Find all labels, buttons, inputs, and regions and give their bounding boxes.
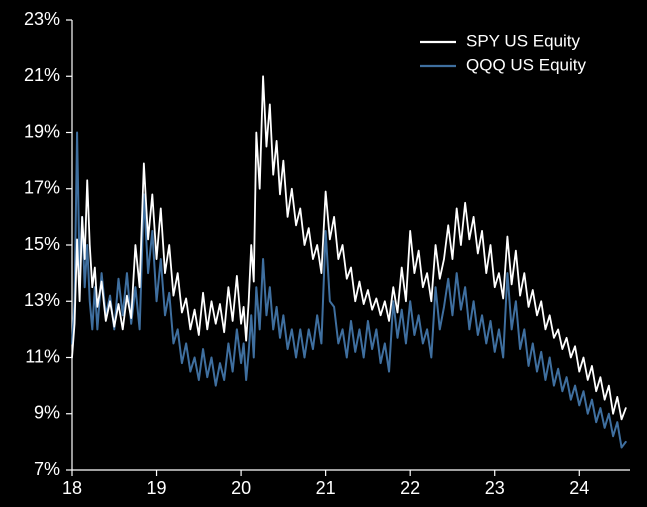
y-tick-label: 9% (34, 403, 60, 423)
y-tick-label: 13% (24, 290, 60, 310)
x-tick-label: 20 (231, 478, 251, 498)
x-tick-label: 19 (147, 478, 167, 498)
x-tick-label: 23 (485, 478, 505, 498)
y-tick-label: 11% (25, 346, 60, 366)
chart-svg: 7% 9% 11% 13% 15% 17% 19% 21% 23% 18 19 20 21 22 23 24 S… (0, 0, 647, 507)
legend-label: SPY US Equity (466, 31, 581, 50)
x-tick-label: 22 (400, 478, 420, 498)
y-tick-label: 15% (24, 234, 60, 254)
y-tick-label: 7% (34, 459, 60, 479)
x-tick-label: 21 (316, 478, 336, 498)
x-tick-label: 24 (569, 478, 589, 498)
x-tick-label: 18 (62, 478, 82, 498)
y-tick-label: 17% (24, 178, 60, 198)
legend-label: QQQ US Equity (466, 55, 586, 74)
equity-chart: 7% 9% 11% 13% 15% 17% 19% 21% 23% 18 19 20 21 22 23 24 S… (0, 0, 647, 507)
y-tick-label: 19% (24, 121, 60, 141)
y-tick-label: 23% (24, 9, 60, 29)
y-tick-label: 21% (24, 65, 60, 85)
